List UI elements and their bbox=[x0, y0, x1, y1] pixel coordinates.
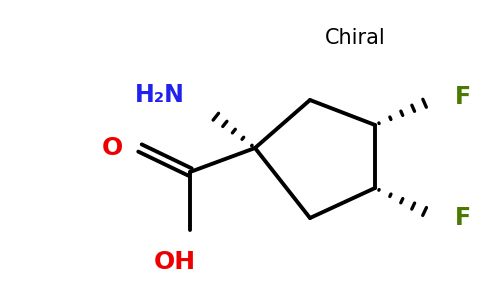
Text: Chiral: Chiral bbox=[325, 28, 385, 48]
Text: F: F bbox=[455, 206, 471, 230]
Text: F: F bbox=[455, 85, 471, 109]
Text: OH: OH bbox=[154, 250, 196, 274]
Text: H₂N: H₂N bbox=[135, 83, 185, 107]
Text: O: O bbox=[101, 136, 122, 160]
